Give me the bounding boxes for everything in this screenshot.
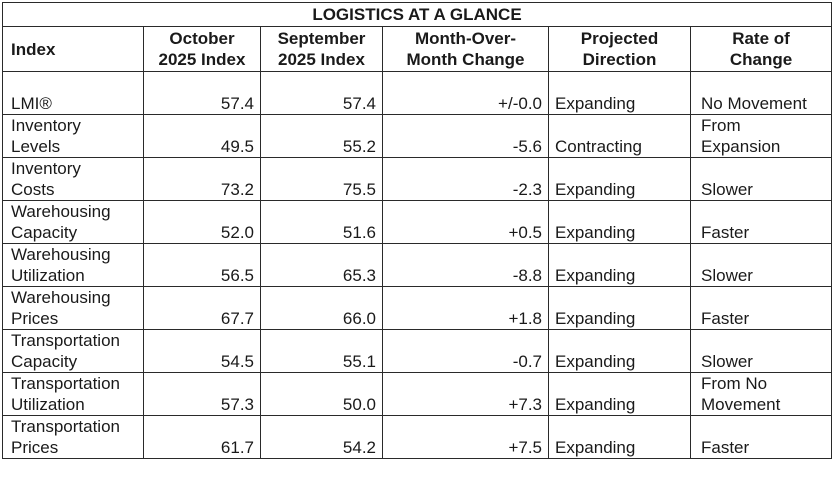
table-row: Inventory Levels 49.5 55.2 -5.6 Contracti… <box>2 114 833 158</box>
september-value: 66.0 <box>260 286 383 330</box>
rate-of-change: Slower <box>689 329 833 373</box>
october-value: 54.5 <box>143 329 261 373</box>
col-header-index: Index <box>2 26 144 72</box>
projected-direction: Expanding <box>548 372 691 416</box>
rate-of-change: From No Movement <box>689 372 833 416</box>
october-value: 57.3 <box>143 372 261 416</box>
projected-direction: Expanding <box>548 415 691 459</box>
table-row: Transportation Capacity 54.5 55.1 -0.7 Ex… <box>2 329 833 373</box>
september-value: 65.3 <box>260 243 383 287</box>
col-header-september: September 2025 Index <box>260 26 383 72</box>
col-header-projected-direction: Projected Direction <box>548 26 691 72</box>
october-value: 57.4 <box>143 71 261 115</box>
september-value: 54.2 <box>260 415 383 459</box>
table-row: Transportation Prices 61.7 54.2 +7.5 Expa… <box>2 415 833 459</box>
october-value: 73.2 <box>143 157 261 201</box>
rate-of-change: From Expansion <box>689 114 833 158</box>
table-row: Transportation Utilization 57.3 50.0 +7.3… <box>2 372 833 416</box>
october-value: 61.7 <box>143 415 261 459</box>
projected-direction: Expanding <box>548 243 691 287</box>
rate-of-change: Faster <box>689 415 833 459</box>
rate-of-change: Slower <box>689 243 833 287</box>
index-name: Transportation Capacity <box>2 329 144 373</box>
mom-change-value: -8.8 <box>382 243 549 287</box>
september-value: 51.6 <box>260 200 383 244</box>
projected-direction: Expanding <box>548 200 691 244</box>
september-value: 50.0 <box>260 372 383 416</box>
september-value: 75.5 <box>260 157 383 201</box>
index-name: Inventory Levels <box>2 114 144 158</box>
rate-of-change: Faster <box>689 286 833 330</box>
mom-change-value: +7.3 <box>382 372 549 416</box>
october-value: 56.5 <box>143 243 261 287</box>
projected-direction: Expanding <box>548 286 691 330</box>
september-value: 55.1 <box>260 329 383 373</box>
mom-change-value: +1.8 <box>382 286 549 330</box>
index-name: Warehousing Prices <box>2 286 144 330</box>
mom-change-value: -0.7 <box>382 329 549 373</box>
table-row: Warehousing Utilization 56.5 65.3 -8.8 Ex… <box>2 243 833 287</box>
projected-direction: Expanding <box>548 71 691 115</box>
october-value: 52.0 <box>143 200 261 244</box>
projected-direction: Contracting <box>548 114 691 158</box>
mom-change-value: +/-0.0 <box>382 71 549 115</box>
col-header-rate-of-change: Rate of Change <box>689 26 833 72</box>
table-row: Inventory Costs 73.2 75.5 -2.3 Expanding … <box>2 157 833 201</box>
table-row: Warehousing Prices 67.7 66.0 +1.8 Expandi… <box>2 286 833 330</box>
mom-change-value: +0.5 <box>382 200 549 244</box>
table-title: LOGISTICS AT A GLANCE <box>1 2 833 27</box>
mom-change-value: +7.5 <box>382 415 549 459</box>
mom-change-value: -5.6 <box>382 114 549 158</box>
col-header-october: October 2025 Index <box>143 26 261 72</box>
september-value: 57.4 <box>260 71 383 115</box>
october-value: 49.5 <box>143 114 261 158</box>
index-name: LMI® <box>2 71 144 115</box>
september-value: 55.2 <box>260 114 383 158</box>
index-name: Transportation Prices <box>2 415 144 459</box>
index-name: Inventory Costs <box>2 157 144 201</box>
header-row: Index October 2025 Index September 2025 In… <box>2 26 833 72</box>
rate-of-change: Slower <box>689 157 833 201</box>
index-name: Warehousing Capacity <box>2 200 144 244</box>
index-name: Transportation Utilization <box>2 372 144 416</box>
table-row: LMI® 57.4 57.4 +/-0.0 Expanding No Movem… <box>2 71 833 115</box>
projected-direction: Expanding <box>548 329 691 373</box>
projected-direction: Expanding <box>548 157 691 201</box>
logistics-at-a-glance-table: LOGISTICS AT A GLANCE Index October 2025 … <box>1 2 833 459</box>
rate-of-change: No Movement <box>689 71 833 115</box>
rate-of-change: Faster <box>689 200 833 244</box>
index-name: Warehousing Utilization <box>2 243 144 287</box>
october-value: 67.7 <box>143 286 261 330</box>
mom-change-value: -2.3 <box>382 157 549 201</box>
col-header-mom-change: Month-Over- Month Change <box>382 26 549 72</box>
table-row: Warehousing Capacity 52.0 51.6 +0.5 Expan… <box>2 200 833 244</box>
